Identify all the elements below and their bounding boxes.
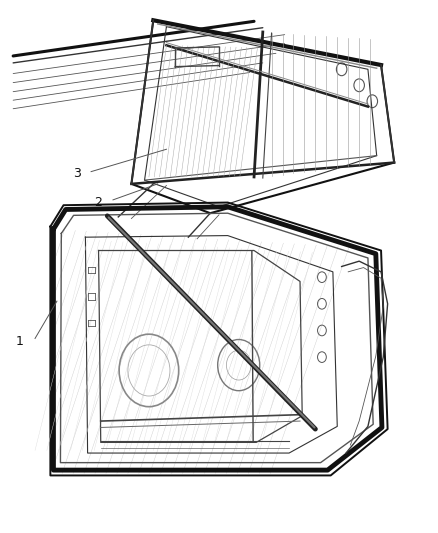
- Text: 1: 1: [16, 335, 24, 348]
- Text: 3: 3: [73, 167, 81, 180]
- Text: 2: 2: [95, 196, 102, 209]
